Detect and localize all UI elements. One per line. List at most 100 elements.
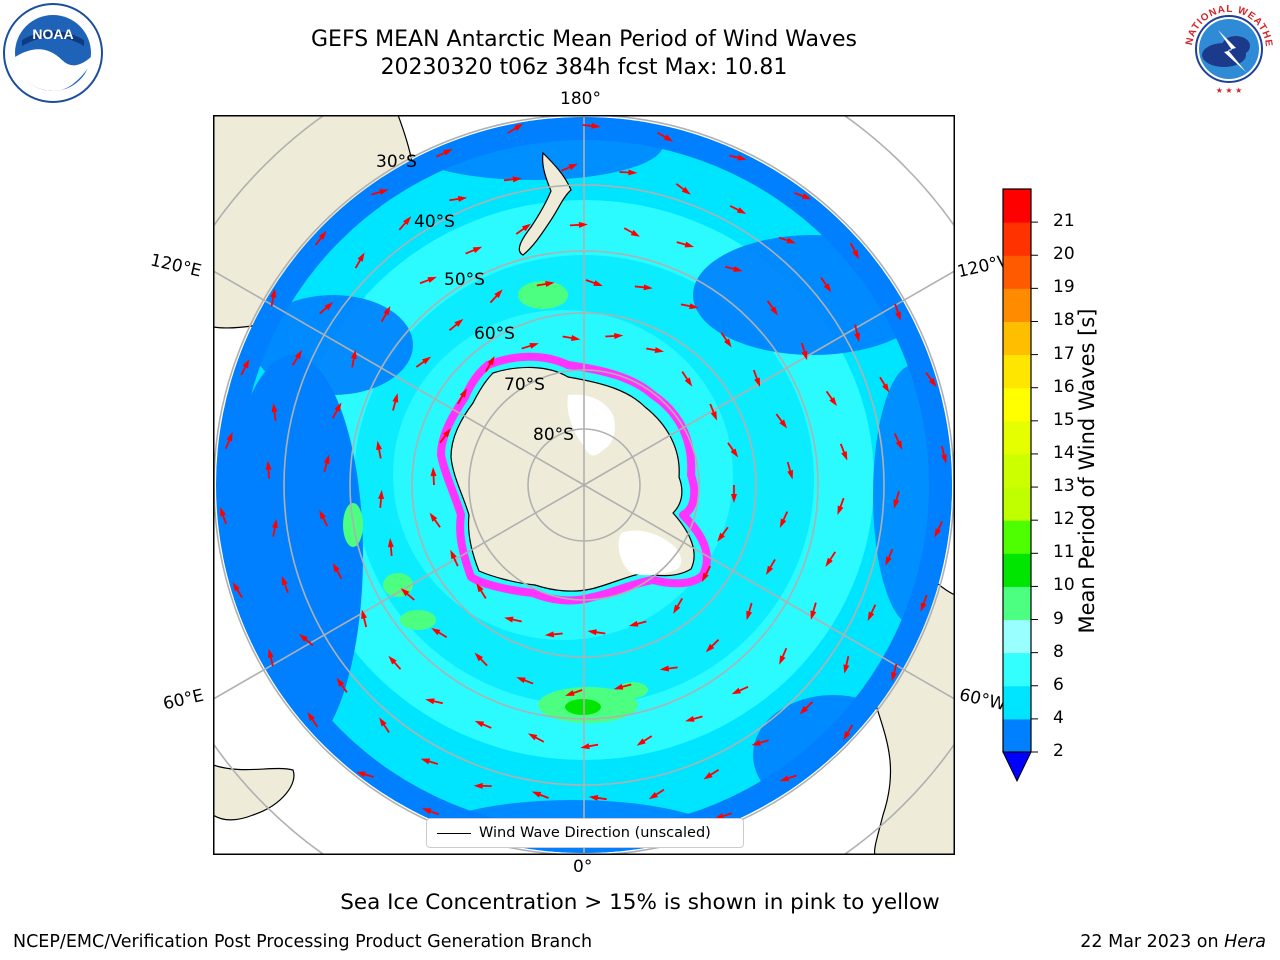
wave-direction-arrowhead [837,505,844,516]
colorbar-tick-label: 8 [1053,641,1064,662]
wave-direction-arrowhead [843,731,851,741]
lon-label-120e: 120°E [148,250,204,282]
wave-direction-arrowhead [779,775,790,782]
lat-label-70s: 70°S [504,375,545,395]
wind-wave-vectors [220,122,947,849]
wave-direction-arrowhead [614,332,624,339]
colorbar-tick-label: 18 [1053,310,1075,331]
colorbar-segment [1003,189,1031,223]
colorbar-tick-label: 13 [1053,476,1075,497]
wave-direction-arrowhead [512,176,522,183]
colorbar-tick-label: 10 [1053,575,1075,596]
wave-direction-arrowhead [829,397,837,407]
wave-direction-arrowhead [474,720,485,728]
colorbar-segment [1003,255,1031,289]
wave-direction-arrowhead [387,538,394,548]
wave-direction-arrowhead [226,432,233,442]
wave-direction-arrowhead [565,690,575,696]
map-frame [213,115,955,855]
lat-label-40s: 40°S [414,212,455,232]
wave-direction-arrowhead [443,149,453,156]
wave-direction-arrowhead [307,711,315,721]
wave-direction-arrowhead [731,687,742,695]
wave-direction-arrowhead [766,565,774,576]
wave-direction-arrowhead [421,356,432,365]
wave-direction-arrowhead [663,134,674,142]
wave-direction-arrowhead [787,470,794,480]
colorbar-segment [1003,321,1031,356]
wave-direction-arrowhead [705,643,715,653]
lon-label-0: 0° [573,857,593,877]
wave-direction-arrowhead [521,223,532,232]
wave-direction-arrowhead [801,350,808,361]
wave-direction-arrowhead [636,738,646,746]
wave-direction-arrowhead [318,230,327,240]
wave-direction-arrowhead [392,393,399,403]
wave-direction-arrowhead [928,378,937,388]
wave-direction-arrowhead [332,562,340,573]
map-panel [213,115,955,855]
colorbar-segment [1003,420,1031,455]
wave-direction-arrowhead [920,602,927,612]
wave-direction-arrowhead [852,249,859,260]
wave-direction-arrowhead [571,335,581,341]
wave-direction-arrowhead [400,588,410,597]
legend-label: Wind Wave Direction (unscaled) [479,825,711,841]
wave-direction-arrowhead [882,383,890,393]
colorbar-segment [1003,619,1031,654]
wave-direction-arrowhead [701,572,709,583]
wave-direction-arrowhead [379,189,389,195]
chart-subtitle: 20230320 t06z 384h fcst Max: 10.81 [380,55,788,80]
wave-direction-arrowhead [356,771,366,778]
wave-direction-arrowhead [271,518,278,529]
wave-direction-arrowhead [628,169,638,176]
colorbar-tick-label: 17 [1053,343,1075,364]
colorbar-segment [1003,222,1031,256]
colorbar-segment [1003,553,1031,587]
colorbar-frame [1002,188,1032,753]
wave-direction-arrowhead [457,195,468,202]
colorbar-tick-label: 14 [1053,442,1075,463]
wave-direction-arrowhead [267,648,274,659]
colorbar-segment [1003,288,1031,322]
wave-direction-arrowhead [885,556,892,566]
colorbar-tick-label: 6 [1053,674,1064,695]
wave-direction-arrowhead [334,402,342,412]
wave-direction-arrowhead [731,493,737,503]
wave-direction-arrowhead [588,795,599,801]
wave-direction-arrowhead [724,338,732,348]
wave-direction-arrowhead [361,609,367,619]
wave-direction-arrowhead [430,467,437,477]
wave-direction-arrowhead [867,611,875,622]
noaa-logo-icon: NOAA [3,3,103,103]
wave-direction-arrowhead [265,460,272,470]
wave-direction-arrowhead [531,791,542,798]
wave-direction-arrowhead [895,311,901,321]
wave-direction-arrowhead [459,388,467,398]
colorbar [1002,188,1038,783]
wave-direction-arrowhead [684,377,693,387]
lat-label-30s: 30°S [376,152,417,172]
colorbar-tick-label: 21 [1053,211,1075,232]
wave-direction-arrowhead [472,246,483,253]
wave-direction-arrowhead [628,620,639,627]
colorbar-tick-label: 20 [1053,244,1075,265]
footer-date-text: 22 Mar 2023 on [1080,932,1225,952]
wave-direction-arrowhead [429,512,438,522]
wave-direction-arrowhead [770,306,778,316]
footer-date: 22 Mar 2023 on Hera [1080,932,1266,952]
wave-direction-arrowhead [378,489,385,500]
wave-direction-arrowhead [388,655,397,665]
wave-direction-arrowhead [810,610,817,620]
wave-direction-arrowhead [544,631,555,638]
map-legend: Wind Wave Direction (unscaled) [426,818,744,848]
wave-direction-arrowhead [376,440,383,451]
land-new-zealand [518,151,572,256]
wave-direction-arrowhead [220,506,226,517]
wave-direction-arrowhead [545,281,555,287]
wave-direction-arrowhead [281,575,288,586]
colorbar-segment [1003,487,1031,521]
wave-direction-arrowhead [593,280,603,287]
wave-direction-arrowhead [431,627,441,636]
wave-direction-arrowhead [714,813,724,819]
